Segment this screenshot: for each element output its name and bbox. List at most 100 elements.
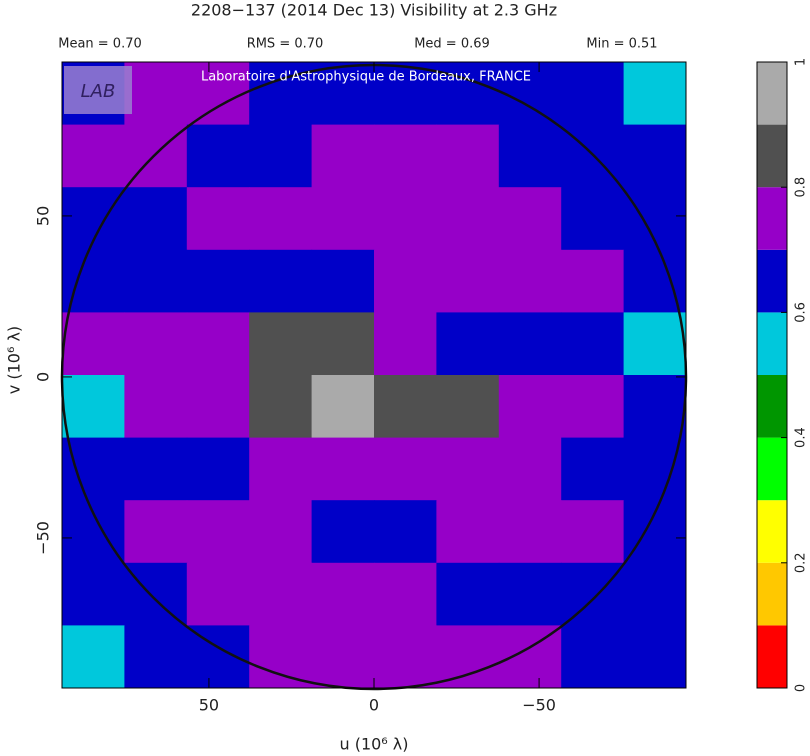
heatmap-cell — [249, 249, 313, 313]
heatmap-cell — [561, 500, 625, 564]
colorbar-swatch — [757, 187, 787, 250]
heatmap-cell — [311, 500, 375, 564]
heatmap-cell — [498, 562, 562, 626]
heatmap-cell — [561, 187, 625, 251]
heatmap-cell — [436, 312, 500, 376]
heatmap-cell — [186, 625, 250, 688]
colorbar-tick-label: 0.8 — [794, 177, 809, 198]
colorbar-swatch — [757, 625, 787, 688]
heatmap-cell — [186, 124, 250, 188]
heatmap-cell — [124, 500, 188, 564]
colorbar-swatch — [757, 312, 787, 375]
heatmap-cell — [374, 312, 437, 376]
heatmap-cell — [124, 562, 188, 626]
heatmap-cell — [249, 375, 313, 439]
heatmap-cell — [498, 124, 562, 188]
colorbar-swatch — [757, 249, 787, 313]
heatmap-cell — [186, 375, 250, 439]
heatmap-cell — [623, 375, 686, 439]
x-axis-label: u (10⁶ λ) — [339, 735, 408, 754]
heatmap-cell — [62, 437, 125, 501]
y-axis-label: v (10⁶ λ) — [5, 326, 24, 394]
heatmap-cell — [436, 437, 500, 501]
heatmap-cell — [498, 187, 562, 251]
heatmap-cell — [374, 249, 437, 313]
colorbar-swatch — [757, 500, 787, 563]
heatmap-cell — [374, 625, 437, 688]
heatmap-cell — [124, 249, 188, 313]
heatmap-cell — [311, 312, 375, 376]
heatmap-cell — [561, 249, 625, 313]
stat-label: RMS = 0.70 — [247, 37, 324, 52]
heatmap-cell — [436, 249, 500, 313]
colorbar-tick-label: 0 — [794, 684, 809, 692]
heatmap-cell — [561, 562, 625, 626]
heatmap-cell — [311, 375, 375, 439]
heatmap-cell — [62, 249, 125, 313]
heatmap-cell — [623, 124, 686, 188]
heatmap-cell — [623, 312, 686, 376]
logo-box — [64, 66, 132, 114]
heatmap-cell — [186, 562, 250, 626]
heatmap-cell — [249, 500, 313, 564]
heatmap-cell — [186, 312, 250, 376]
heatmap-cell — [62, 375, 125, 439]
colorbar-swatch — [757, 375, 787, 438]
watermark: Laboratoire d'Astrophysique de Bordeaux,… — [201, 70, 531, 85]
colorbar-frame — [756, 61, 788, 689]
heatmap-cell — [249, 187, 313, 251]
heatmap-cell — [124, 375, 188, 439]
heatmap-cell — [124, 187, 188, 251]
heatmap-cell — [186, 187, 250, 251]
heatmap-cell — [561, 62, 625, 126]
logo: LAB — [81, 81, 116, 102]
heatmap-cell — [311, 437, 375, 501]
colorbar-tick-label: 1 — [794, 58, 809, 66]
heatmap-cell — [498, 312, 562, 376]
heatmap-cell — [186, 62, 250, 126]
heatmap-cell — [436, 124, 500, 188]
colorbar-tick-label: 0.2 — [794, 552, 809, 573]
heatmap-cell — [311, 124, 375, 188]
heatmap-cell — [623, 249, 686, 313]
heatmap-cell — [436, 562, 500, 626]
heatmap-cell — [124, 62, 188, 126]
heatmap-cell — [498, 625, 562, 688]
stat-label: Min = 0.51 — [586, 37, 657, 52]
y-tick-label: −50 — [34, 521, 53, 555]
heatmap-cell — [311, 187, 375, 251]
heatmap-cell — [498, 62, 562, 126]
heatmap-cell — [186, 249, 250, 313]
heatmap-cell — [498, 375, 562, 439]
colorbar-tick-label: 0.4 — [794, 427, 809, 448]
heatmap-cell — [561, 437, 625, 501]
heatmap — [62, 62, 686, 688]
heatmap-cell — [311, 62, 375, 126]
y-tick-label: 50 — [34, 206, 53, 226]
x-tick-label: 0 — [369, 696, 379, 715]
heatmap-cell — [436, 625, 500, 688]
heatmap-cell — [498, 500, 562, 564]
heatmap-cell — [249, 124, 313, 188]
colorbar-swatch — [757, 124, 787, 188]
heatmap-cell — [436, 187, 500, 251]
heatmap-cell — [561, 312, 625, 376]
chart-title: 2208−137 (2014 Dec 13) Visibility at 2.3… — [191, 1, 557, 20]
heatmap-cell — [124, 437, 188, 501]
heatmap-cell — [498, 437, 562, 501]
heatmap-cell — [62, 562, 125, 626]
colorbar-swatch — [757, 62, 787, 125]
x-tick-label: 50 — [199, 696, 219, 715]
heatmap-cell — [311, 562, 375, 626]
heatmap-cell — [374, 437, 437, 501]
x-tick-label: −50 — [522, 696, 556, 715]
heatmap-cell — [249, 562, 313, 626]
heatmap-cell — [374, 562, 437, 626]
heatmap-cell — [561, 625, 625, 688]
heatmap-cell — [62, 312, 125, 376]
heatmap-cell — [311, 625, 375, 688]
heatmap-cell — [62, 625, 125, 688]
heatmap-cell — [374, 500, 437, 564]
stat-label: Mean = 0.70 — [58, 37, 142, 52]
heatmap-cell — [623, 62, 686, 126]
